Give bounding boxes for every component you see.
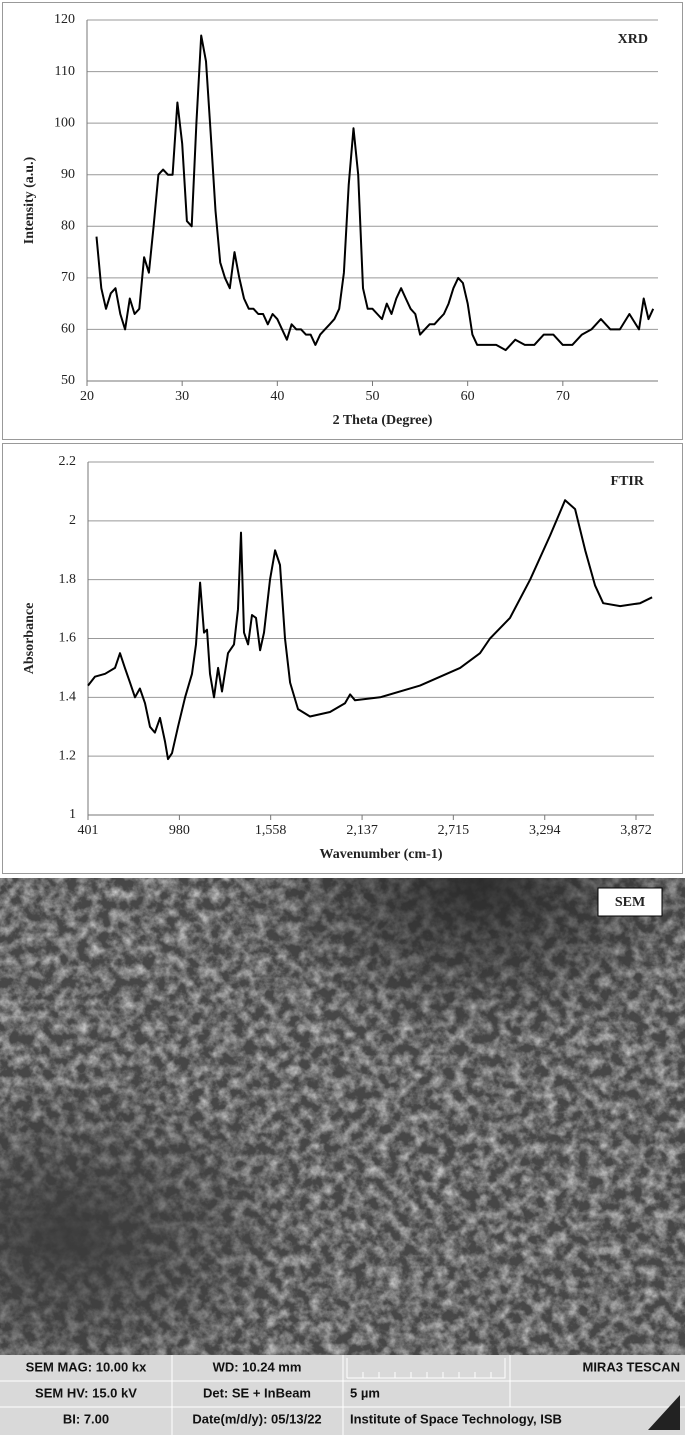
x-tick-label: 20 — [80, 389, 94, 404]
x-tick-label: 60 — [461, 389, 475, 404]
sem-info: SEM HV: 15.0 kV — [35, 1385, 137, 1400]
sem-info: BI: 7.00 — [63, 1411, 109, 1426]
y-tick-label: 1 — [69, 807, 76, 822]
sem-info: Date(m/d/y): 05/13/22 — [192, 1411, 321, 1426]
y-tick-label: 1.4 — [59, 690, 77, 705]
y-axis-label: Intensity (a.u.) — [22, 156, 37, 244]
y-tick-label: 2 — [69, 513, 76, 528]
y-tick-label: 100 — [54, 115, 75, 130]
x-tick-label: 50 — [366, 389, 380, 404]
y-tick-label: 70 — [61, 270, 75, 285]
data-line — [95, 34, 655, 352]
sem-label: SEM — [615, 895, 645, 910]
xrd-frame — [2, 2, 683, 440]
x-tick-label: 70 — [556, 389, 570, 404]
y-tick-label: 80 — [61, 219, 75, 234]
sem-info: WD: 10.24 mm — [213, 1359, 302, 1374]
sem-info: 5 µm — [350, 1385, 380, 1400]
y-tick-label: 60 — [61, 322, 75, 337]
y-tick-label: 120 — [54, 12, 75, 27]
ftir-frame — [2, 443, 683, 874]
y-tick-label: 1.6 — [59, 631, 77, 646]
y-tick-label: 1.8 — [59, 572, 77, 587]
x-tick-label: 1,558 — [255, 823, 287, 838]
x-tick-label: 2,715 — [438, 823, 470, 838]
x-tick-label: 2,137 — [346, 823, 378, 838]
sem-info: SEM MAG: 10.00 kx — [26, 1359, 147, 1374]
y-tick-label: 2.2 — [59, 454, 77, 469]
x-tick-label: 401 — [78, 823, 99, 838]
y-tick-label: 50 — [61, 373, 75, 388]
sem-info: Det: SE + InBeam — [203, 1385, 311, 1400]
sem-info: MIRA3 TESCAN — [582, 1359, 680, 1374]
x-tick-label: 30 — [175, 389, 189, 404]
sem-info-bar — [0, 1355, 685, 1435]
sem-image — [0, 878, 685, 1355]
x-axis-label: Wavenumber (cm-1) — [320, 847, 443, 862]
x-axis-label: 2 Theta (Degree) — [333, 413, 433, 428]
x-tick-label: 40 — [270, 389, 284, 404]
annotation: XRD — [618, 32, 648, 47]
x-tick-label: 3,872 — [620, 823, 652, 838]
y-tick-label: 110 — [55, 64, 75, 79]
data-line — [87, 499, 653, 761]
y-tick-label: 1.2 — [59, 748, 77, 763]
sem-info: Institute of Space Technology, ISB — [350, 1411, 562, 1426]
annotation: FTIR — [611, 474, 645, 489]
y-tick-label: 90 — [61, 167, 75, 182]
x-tick-label: 980 — [169, 823, 190, 838]
y-axis-label: Absorbance — [22, 603, 37, 675]
x-tick-label: 3,294 — [529, 823, 561, 838]
